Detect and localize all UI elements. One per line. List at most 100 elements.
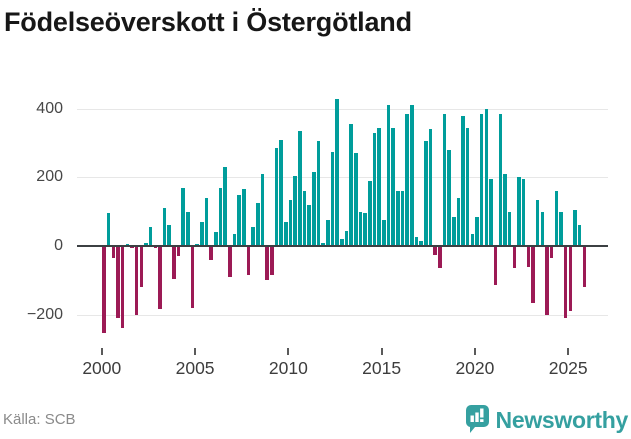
bar-2008Q1 <box>251 227 255 246</box>
bar-2003Q4 <box>172 246 176 279</box>
bar-2021Q1 <box>493 246 498 286</box>
bar-2013Q2 <box>349 124 353 246</box>
bar-2008Q3 <box>260 173 265 246</box>
bar-2022Q2 <box>517 177 521 246</box>
bar-2004Q4 <box>190 246 195 308</box>
bar-2021Q3 <box>503 173 507 246</box>
bar-2011Q4 <box>321 242 325 246</box>
bar-2018Q3 <box>447 149 451 246</box>
bar-2025Q1 <box>568 246 573 312</box>
x-axis-tick-2025 <box>567 348 570 355</box>
bar-2000Q1 <box>102 246 106 334</box>
x-axis-label-2020: 2020 <box>455 358 495 378</box>
y-axis-label-200: 200 <box>36 168 63 186</box>
bar-2001Q1 <box>120 246 125 329</box>
bar-2016Q4 <box>414 237 419 246</box>
bar-2025Q3 <box>577 225 582 246</box>
bar-2013Q1 <box>344 230 349 246</box>
bar-2007Q3 <box>242 189 246 246</box>
bar-2010Q2 <box>293 175 297 246</box>
brand-logo: Newsworthy <box>465 403 629 437</box>
x-axis-tick-2010 <box>287 348 290 355</box>
bar-2009Q2 <box>274 148 279 246</box>
bar-2014Q1 <box>363 213 367 246</box>
bar-2007Q4 <box>246 246 251 276</box>
bar-2013Q3 <box>354 153 358 246</box>
bar-2001Q4 <box>134 246 139 315</box>
bar-2016Q2 <box>405 113 409 246</box>
bar-2002Q1 <box>139 246 143 288</box>
bar-2011Q2 <box>312 172 316 246</box>
bar-2020Q2 <box>479 113 484 246</box>
bar-2006Q4 <box>228 246 232 277</box>
chart-title: Födelseöverskott i Östergötland <box>4 7 412 37</box>
x-axis-tick-2015 <box>380 348 383 355</box>
x-axis-tick-2000 <box>100 348 103 355</box>
bar-2024Q4 <box>563 246 568 319</box>
bar-2006Q1 <box>214 232 218 246</box>
bar-2002Q3 <box>148 227 153 246</box>
bar-2020Q4 <box>489 179 493 246</box>
bar-2024Q1 <box>549 246 554 258</box>
bar-2002Q2 <box>144 242 148 246</box>
plot-area: 2000 2005 2010 2015 2020 2025 <box>77 95 608 378</box>
bar-2024Q3 <box>559 211 563 246</box>
x-axis-label-2010: 2010 <box>268 358 308 378</box>
bar-2023Q4 <box>545 246 549 315</box>
bar-2012Q1 <box>326 220 330 246</box>
bar-2003Q3 <box>167 225 171 246</box>
source-note: Källa: SCB <box>3 411 76 428</box>
bar-2022Q1 <box>512 246 517 269</box>
bar-2021Q2 <box>498 113 503 246</box>
zero-axis-line <box>77 244 608 248</box>
bar-2014Q2 <box>368 180 372 246</box>
bar-2005Q4 <box>209 246 213 260</box>
bar-2012Q4 <box>340 239 344 246</box>
bar-2008Q4 <box>265 246 269 281</box>
x-axis-tick-2020 <box>473 348 476 355</box>
bar-2011Q3 <box>316 141 321 246</box>
bar-2000Q2 <box>106 213 111 246</box>
bar-2021Q4 <box>507 211 512 246</box>
bar-2017Q3 <box>428 129 433 246</box>
bar-2004Q3 <box>186 211 190 246</box>
bar-2019Q2 <box>461 115 465 246</box>
brand-name: Newsworthy <box>495 407 629 433</box>
bar-2017Q2 <box>424 141 428 246</box>
bar-2000Q4 <box>116 246 120 319</box>
bar-2018Q2 <box>442 113 447 246</box>
bar-2005Q2 <box>200 221 204 246</box>
bar-2012Q2 <box>330 151 335 246</box>
x-axis-label-2015: 2015 <box>362 358 402 378</box>
bar-2017Q1 <box>419 240 423 246</box>
bar-2018Q1 <box>438 246 442 269</box>
bar-2015Q1 <box>382 220 386 246</box>
bar-2005Q3 <box>204 197 209 246</box>
bar-2014Q3 <box>372 132 377 246</box>
bar-2017Q4 <box>433 246 437 255</box>
bar-2022Q4 <box>526 246 531 267</box>
bar-2015Q2 <box>386 105 391 246</box>
bar-2012Q3 <box>335 98 339 246</box>
gridline-200 <box>77 177 608 179</box>
bar-2016Q1 <box>400 191 405 246</box>
bar-2013Q4 <box>358 211 363 246</box>
bar-2023Q2 <box>535 199 540 246</box>
x-axis-label-2025: 2025 <box>548 358 588 378</box>
bar-2009Q1 <box>270 246 274 276</box>
x-axis-label-2005: 2005 <box>175 358 215 378</box>
bar-2019Q3 <box>465 127 470 246</box>
bar-2004Q2 <box>181 187 185 246</box>
y-axis-label--200: −200 <box>26 305 63 323</box>
bar-2020Q3 <box>484 108 489 246</box>
bar-2006Q3 <box>223 167 227 246</box>
bar-2015Q3 <box>391 127 395 246</box>
bar-2004Q1 <box>176 246 181 257</box>
bar-2010Q3 <box>298 131 302 246</box>
bar-2009Q3 <box>279 139 283 246</box>
bar-2015Q4 <box>396 191 400 246</box>
bar-2010Q1 <box>288 199 293 246</box>
x-axis-tick-2005 <box>194 348 197 355</box>
gridline-400 <box>77 108 608 110</box>
